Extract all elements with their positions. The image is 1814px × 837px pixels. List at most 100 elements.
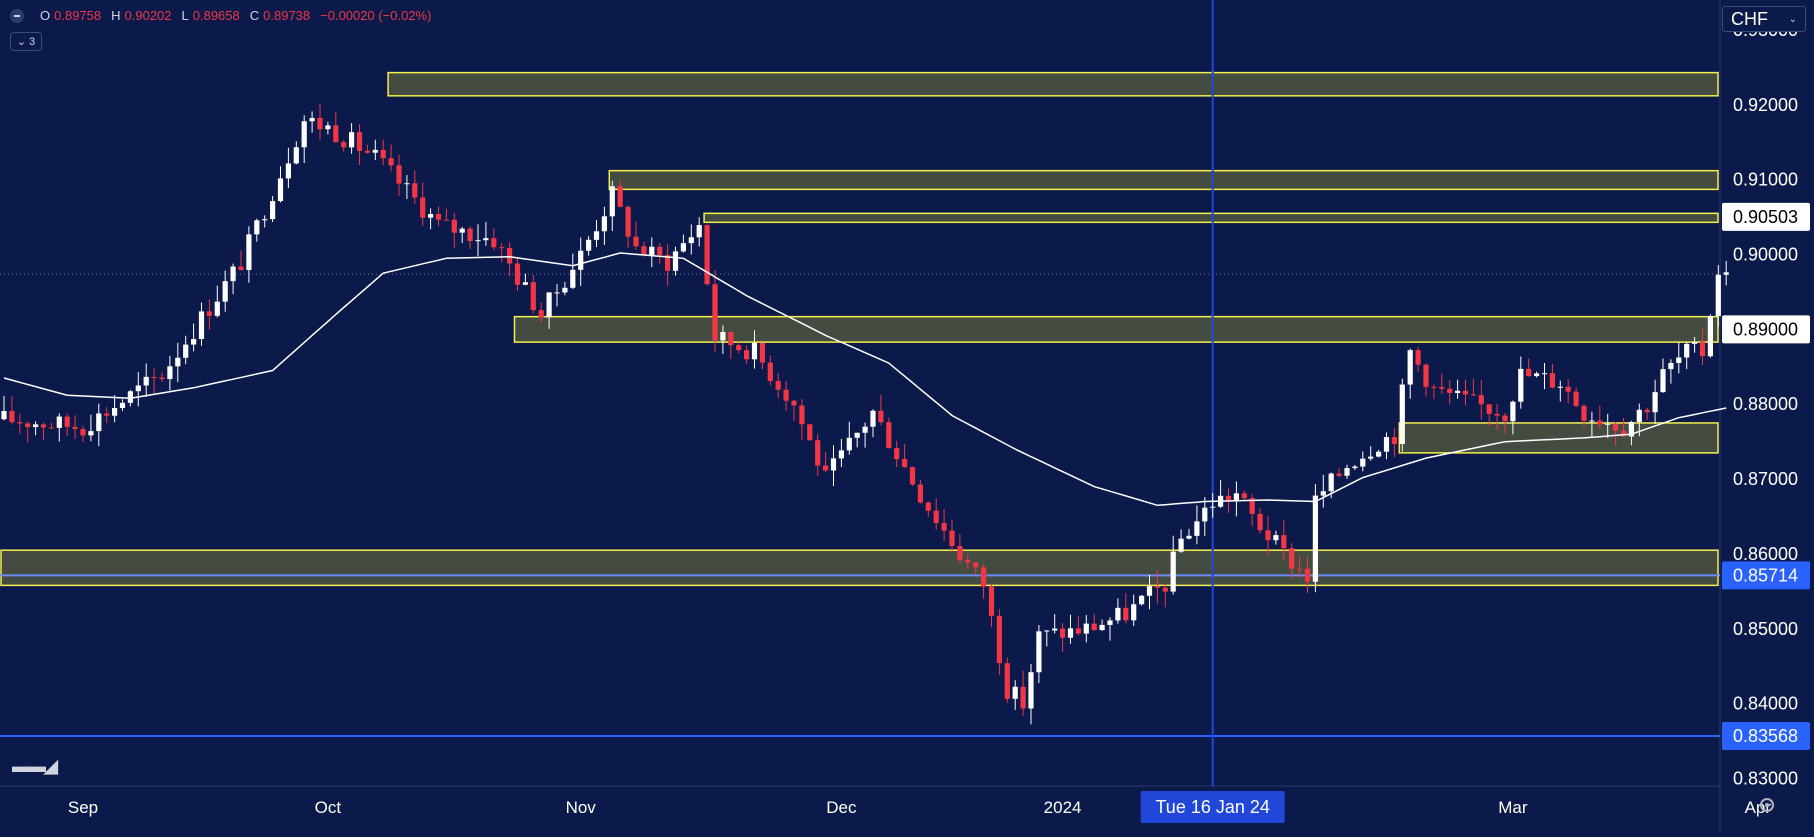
candle-bearish[interactable] <box>1225 495 1232 502</box>
tradingview-logo-icon[interactable]: ▬▬◢ <box>12 756 58 776</box>
candle-bearish[interactable] <box>657 246 663 255</box>
candle-bearish[interactable] <box>388 158 394 166</box>
candle-bearish[interactable] <box>1060 628 1066 638</box>
candle-bearish[interactable] <box>625 206 631 237</box>
candle-bearish[interactable] <box>1597 420 1603 425</box>
candle-bearish[interactable] <box>949 530 955 547</box>
candle-bullish[interactable] <box>1099 624 1105 631</box>
candle-bearish[interactable] <box>807 424 813 441</box>
symbol-logo-icon[interactable] <box>10 8 24 23</box>
candle-bearish[interactable] <box>9 411 15 423</box>
candle-bearish[interactable] <box>206 311 212 316</box>
candle-bearish[interactable] <box>712 284 718 341</box>
candle-bullish[interactable] <box>1376 451 1382 457</box>
candle-bearish[interactable] <box>1091 623 1097 631</box>
candle-bullish[interactable] <box>246 234 252 270</box>
candle-bearish[interactable] <box>1526 368 1532 377</box>
candle-bearish[interactable] <box>1502 415 1508 422</box>
candle-bearish[interactable] <box>64 416 70 427</box>
candle-bearish[interactable] <box>420 197 426 218</box>
candle-bearish[interactable] <box>617 186 623 207</box>
candle-bearish[interactable] <box>1257 513 1263 531</box>
candle-bearish[interactable] <box>1478 395 1484 405</box>
candle-bearish[interactable] <box>783 389 789 401</box>
candle-bullish[interactable] <box>609 186 615 217</box>
candle-bullish[interactable] <box>846 437 852 451</box>
candle-bearish[interactable] <box>933 510 939 523</box>
candle-bearish[interactable] <box>443 219 449 221</box>
supply-demand-zone[interactable] <box>0 549 1719 587</box>
candle-bullish[interactable] <box>1028 672 1034 709</box>
candle-bearish[interactable] <box>665 254 671 271</box>
candle-bearish[interactable] <box>1699 341 1706 357</box>
candle-bearish[interactable] <box>435 214 442 220</box>
candle-bullish[interactable] <box>720 332 726 341</box>
candle-bearish[interactable] <box>1431 386 1437 388</box>
candle-bearish[interactable] <box>1123 607 1129 621</box>
candle-bullish[interactable] <box>1194 521 1200 536</box>
candle-bearish[interactable] <box>1162 587 1168 592</box>
candle-bearish[interactable] <box>1581 405 1587 421</box>
candle-bearish[interactable] <box>25 423 31 428</box>
candle-bullish[interactable] <box>838 450 844 459</box>
candle-bearish[interactable] <box>341 142 347 148</box>
candle-bearish[interactable] <box>1297 568 1303 570</box>
candle-bullish[interactable] <box>198 311 205 340</box>
candle-bullish[interactable] <box>88 431 94 436</box>
candle-bullish[interactable] <box>1273 535 1279 541</box>
candle-bullish[interactable] <box>183 344 189 358</box>
candle-bullish[interactable] <box>601 216 607 232</box>
candle-bearish[interactable] <box>1265 530 1271 541</box>
candle-bullish[interactable] <box>1012 686 1018 699</box>
candle-bullish[interactable] <box>649 246 655 255</box>
candle-bullish[interactable] <box>475 240 481 242</box>
candle-bullish[interactable] <box>1383 437 1390 452</box>
candle-bullish[interactable] <box>1541 373 1548 375</box>
candle-bullish[interactable] <box>135 385 141 392</box>
candle-bearish[interactable] <box>894 448 900 460</box>
candle-bullish[interactable] <box>285 163 291 179</box>
candle-bullish[interactable] <box>1707 316 1713 357</box>
candle-bullish[interactable] <box>1202 507 1208 522</box>
candle-bullish[interactable] <box>1210 506 1216 508</box>
candle-bearish[interactable] <box>767 362 773 382</box>
candle-bearish[interactable] <box>1565 386 1571 392</box>
candle-bullish[interactable] <box>167 366 173 380</box>
candle-bearish[interactable] <box>791 400 797 406</box>
candle-bearish[interactable] <box>759 342 765 363</box>
candle-bearish[interactable] <box>1075 628 1081 634</box>
candle-bullish[interactable] <box>554 292 560 294</box>
candle-bearish[interactable] <box>736 345 742 351</box>
candle-bullish[interactable] <box>696 225 702 238</box>
candle-bearish[interactable] <box>902 459 908 468</box>
candle-bullish[interactable] <box>293 147 299 164</box>
candle-bearish[interactable] <box>728 332 734 346</box>
candle-bearish[interactable] <box>80 429 86 436</box>
candle-bullish[interactable] <box>1328 473 1334 492</box>
candle-bearish[interactable] <box>317 117 323 130</box>
candle-bullish[interactable] <box>570 269 576 288</box>
candle-bullish[interactable] <box>1052 628 1058 631</box>
candle-bullish[interactable] <box>1628 421 1634 437</box>
candle-bullish[interactable] <box>1510 401 1516 422</box>
candle-bullish[interactable] <box>175 357 181 367</box>
candle-bearish[interactable] <box>925 502 931 511</box>
candle-bearish[interactable] <box>704 225 710 285</box>
candle-bullish[interactable] <box>1115 607 1121 621</box>
supply-demand-zone[interactable] <box>513 315 1719 343</box>
candle-bullish[interactable] <box>1368 456 1374 459</box>
candle-bearish[interactable] <box>1249 498 1255 514</box>
candle-bullish[interactable] <box>143 376 149 386</box>
candle-bearish[interactable] <box>364 150 370 153</box>
candle-bullish[interactable] <box>1036 631 1042 673</box>
supply-demand-zone[interactable] <box>608 169 1719 191</box>
candle-bearish[interactable] <box>1241 493 1247 499</box>
candle-bullish[interactable] <box>483 238 489 241</box>
candle-bearish[interactable] <box>909 467 916 485</box>
candle-bearish[interactable] <box>973 562 979 568</box>
candle-bullish[interactable] <box>1131 604 1137 621</box>
candle-bullish[interactable] <box>1170 551 1176 592</box>
candle-bullish[interactable] <box>751 342 758 360</box>
candle-bullish[interactable] <box>1407 350 1413 385</box>
